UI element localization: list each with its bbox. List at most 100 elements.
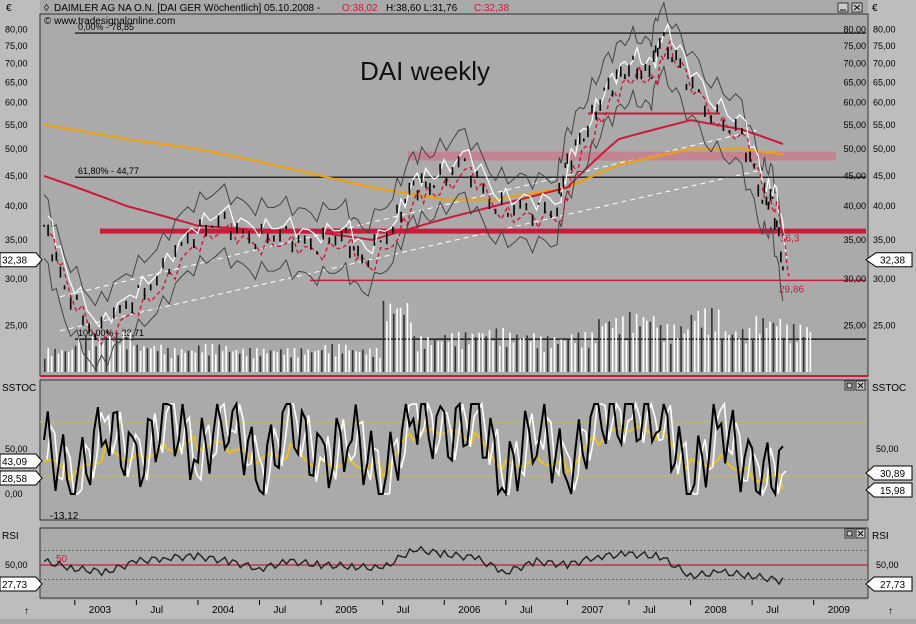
volume-bar — [635, 313, 638, 372]
stoch-value-tag-left — [0, 453, 43, 469]
price-axis-tick-right: 50,00 — [843, 144, 866, 154]
time-axis-label: Jul — [150, 605, 163, 616]
volume-bar — [57, 353, 60, 372]
volume-bar — [269, 350, 272, 372]
volume-bar — [765, 327, 768, 372]
volume-bar — [187, 350, 190, 372]
support-label-36: 36,3 — [780, 234, 800, 245]
trend-channel-upper — [59, 128, 761, 298]
volume-bar — [495, 328, 498, 372]
volume-bar — [170, 358, 173, 372]
volume-bar — [652, 316, 655, 372]
volume-bar — [201, 352, 203, 372]
volume-bar — [122, 332, 125, 372]
minimize-icon[interactable] — [837, 2, 849, 13]
stoch-value-tag-left — [0, 470, 43, 486]
volume-bar — [646, 320, 648, 372]
volume-bar — [403, 314, 405, 372]
time-axis-label: Jul — [643, 605, 656, 616]
stoch-tick-left: 0,00 — [5, 489, 23, 499]
volume-bar — [704, 308, 706, 372]
volume-bar — [194, 352, 197, 372]
time-axis-label: 2009 — [828, 605, 851, 616]
volume-bar — [389, 303, 392, 372]
volume-bar — [129, 332, 132, 372]
price-axis-tick-right: 80,00 — [843, 24, 866, 34]
volume-bar — [799, 324, 802, 372]
volume-bar — [81, 349, 84, 372]
rsi-value-tag-left — [0, 576, 43, 592]
volume-bar — [423, 348, 426, 372]
volume-bar — [707, 334, 710, 372]
last-price-label-left: 32,38 — [2, 256, 27, 267]
close-icon[interactable] — [855, 380, 866, 391]
maximize-icon[interactable] — [844, 528, 855, 539]
rsi-tick-left: 50,00 — [5, 560, 28, 570]
volume-bar — [177, 355, 180, 372]
volume-bar — [738, 338, 741, 372]
volume-bar — [540, 336, 542, 372]
volume-bar — [687, 329, 689, 372]
left-axis-strip — [0, 0, 40, 600]
volume-bar — [283, 354, 286, 372]
volume-bar — [776, 326, 778, 372]
volume-bar — [697, 310, 699, 372]
volume-bar — [167, 348, 169, 372]
volume-bar — [197, 345, 200, 372]
volume-bar — [437, 341, 439, 372]
volume-bar — [150, 348, 152, 372]
volume-bar — [615, 318, 617, 372]
price-axis-tick-far-right: 65,00 — [873, 77, 896, 87]
time-axis-label: Jul — [274, 605, 287, 616]
maximize-icon[interactable] — [844, 380, 855, 391]
volume-bar — [663, 341, 665, 372]
price-axis-tick-right: 25,00 — [843, 321, 866, 331]
volume-bar — [536, 348, 539, 372]
price-axis-tick-left: 50,00 — [5, 144, 28, 154]
volume-bar — [762, 318, 764, 372]
panel-divider — [40, 375, 868, 377]
volume-bar — [622, 316, 624, 372]
volume-bar — [105, 336, 108, 372]
price-axis-tick-right: 70,00 — [843, 58, 866, 68]
price-axis-tick-far-right: 25,00 — [873, 321, 896, 331]
volume-bar — [430, 344, 433, 372]
time-axis-label: 2004 — [212, 605, 235, 616]
volume-bar — [666, 324, 669, 372]
volume-bar — [769, 321, 771, 372]
close-icon[interactable] — [851, 2, 863, 13]
scroll-up-arrow-icon[interactable]: ↑ — [24, 606, 29, 617]
volume-bar — [259, 355, 262, 372]
volume-bar — [683, 333, 686, 372]
volume-bar — [280, 349, 282, 372]
volume-bar — [628, 312, 631, 372]
scroll-up-arrow-icon[interactable]: ↑ — [888, 606, 893, 617]
price-axis-tick-left: 55,00 — [5, 120, 28, 130]
volume-bar — [160, 344, 162, 372]
volume-bar — [802, 337, 805, 372]
volume-bar — [345, 344, 347, 372]
volume-bar — [324, 344, 327, 372]
rsi-name-left: RSI — [2, 531, 19, 542]
volume-bar — [146, 348, 149, 372]
sma-red-line — [43, 119, 784, 241]
volume-bar — [461, 349, 463, 372]
volume-bar — [690, 315, 693, 372]
volume-bar — [581, 347, 583, 372]
volume-bar — [444, 335, 446, 372]
fib-level-label: 0,00% - 78,85 — [78, 22, 134, 32]
bollinger-lower — [43, 64, 784, 371]
volume-bar — [557, 343, 559, 372]
stochastic-series: -13,12 — [40, 400, 868, 522]
volume-bar — [375, 348, 378, 372]
close-icon[interactable] — [855, 528, 866, 539]
volume-bar — [587, 347, 590, 372]
stoch-tick-right: 50,00 — [876, 444, 899, 454]
volume-bar — [656, 327, 658, 372]
price-axis-tick-left: 60,00 — [5, 98, 28, 108]
time-axis-label: 2008 — [705, 605, 728, 616]
volume-bar — [98, 337, 101, 372]
volume-bar — [550, 347, 552, 372]
volume-bar — [772, 322, 775, 372]
last-price-tag-right — [865, 252, 913, 268]
